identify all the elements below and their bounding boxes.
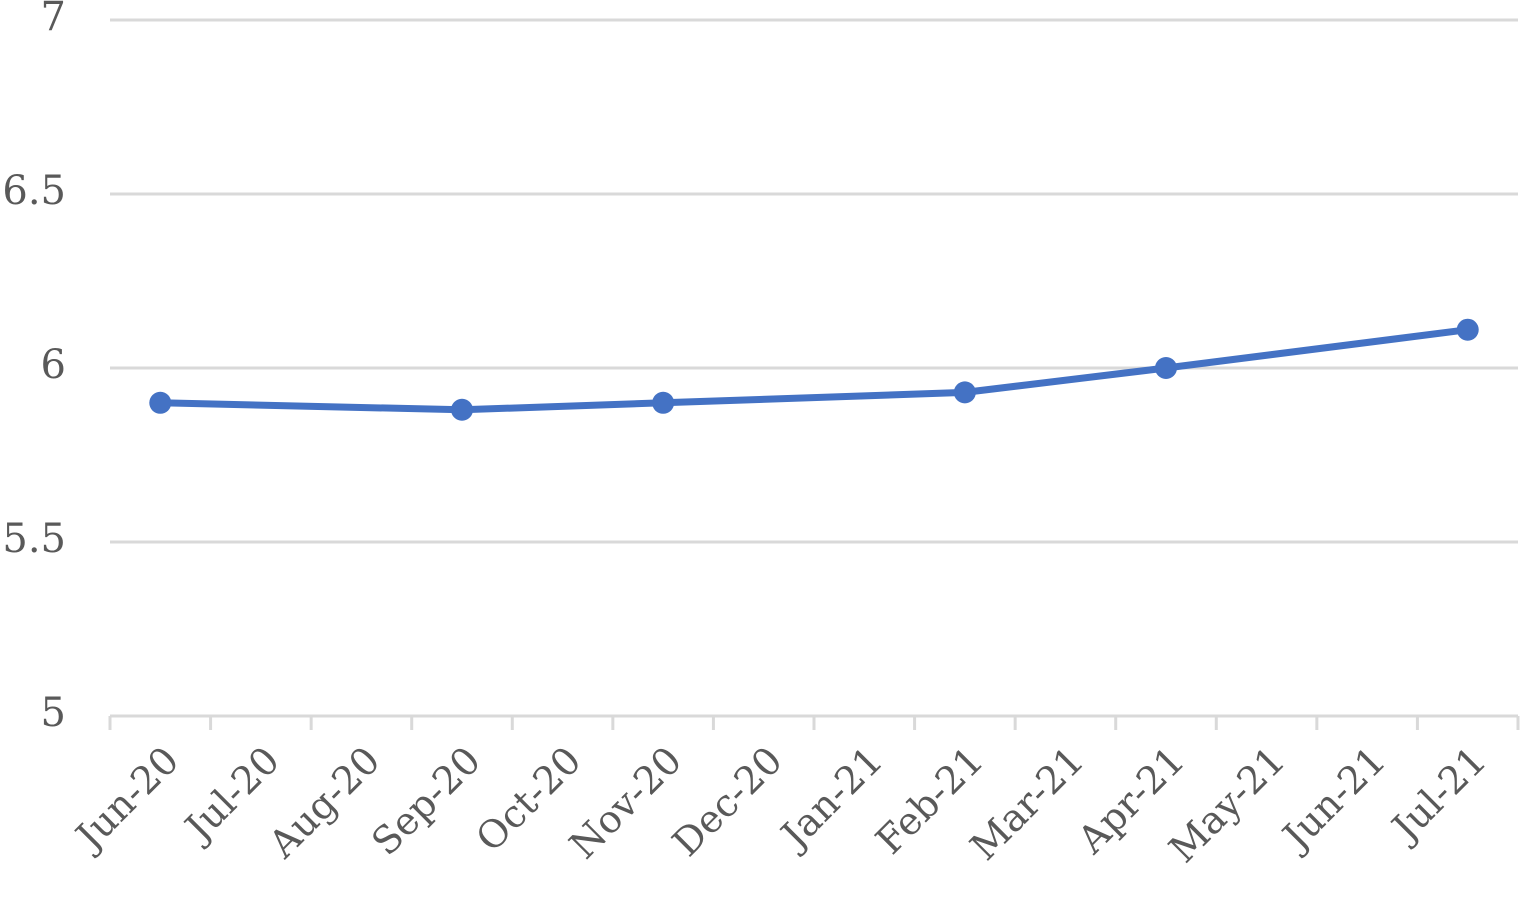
x-tick-label-Dec-20: Dec-20 [664, 738, 791, 865]
x-tick-label-Jan-21: Jan-21 [770, 738, 891, 859]
data-point-Nov-20 [652, 391, 675, 414]
x-tick-label-Nov-20: Nov-20 [561, 738, 690, 867]
x-tick-label-Jun-20: Jun-20 [65, 738, 188, 861]
y-axis-tick-labels: 5 5.5 6 6.5 7 [2, 0, 66, 736]
data-point-Jun-20 [149, 391, 172, 414]
y-tick-label-6: 6 [41, 342, 66, 388]
series-layer [149, 318, 1479, 421]
data-point-Sep-20 [451, 398, 473, 421]
data-point-Jul-21 [1456, 318, 1479, 341]
y-tick-label-5.5: 5.5 [2, 516, 66, 562]
series-line-0 [156, 326, 1472, 414]
data-point-Feb-21 [953, 381, 976, 404]
x-tick-label-Jun-21: Jun-21 [1272, 738, 1395, 861]
y-tick-label-7: 7 [41, 0, 66, 40]
y-tick-label-6.5: 6.5 [2, 168, 66, 214]
x-tick-label-Jul-21: Jul-21 [1381, 738, 1495, 852]
x-axis: Jun-20Jul-20Aug-20Sep-20Oct-20Nov-20Dec-… [65, 714, 1520, 871]
x-tick-label-Mar-21: Mar-21 [962, 738, 1093, 869]
x-tick-label-Sep-20: Sep-20 [363, 738, 489, 864]
data-point-Apr-21 [1155, 357, 1177, 379]
x-tick-label-Aug-20: Aug-20 [260, 738, 389, 867]
gridlines [110, 18, 1518, 544]
y-tick-label-5: 5 [41, 690, 66, 736]
